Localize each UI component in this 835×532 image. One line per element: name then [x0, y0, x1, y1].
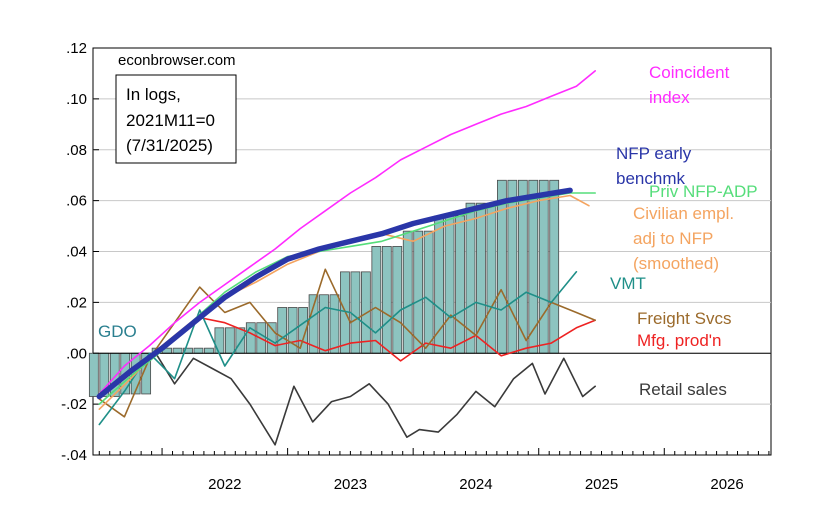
series-line-retail [155, 352, 597, 446]
series-line-freight [98, 268, 597, 418]
gdo-bar [266, 322, 277, 354]
series-lines [96, 70, 597, 446]
x-axis-tick-labels: 2022 2023 2024 2025 2026 [208, 476, 744, 493]
y-tick-label: .00 [66, 345, 87, 362]
gdo-bar [434, 215, 444, 354]
series-label-coincident: index [649, 88, 690, 107]
gdo-bar [235, 327, 246, 354]
gdo-bar [392, 246, 403, 354]
y-tick-label: .08 [66, 142, 87, 159]
note-line-3: (7/31/2025) [126, 136, 213, 155]
y-tick-label: .02 [66, 294, 87, 311]
series-label-civ: adj to NFP [633, 229, 713, 248]
y-tick-label: -.02 [61, 396, 87, 413]
y-axis-tick-labels: -.04 -.02 .00 .02 .04 .06 .08 .10 .12 [61, 40, 87, 464]
gdo-bar [486, 202, 497, 354]
gdo-bar [329, 294, 340, 354]
y-tick-label: .10 [66, 91, 87, 108]
gdo-bar [549, 179, 560, 354]
gdo-bar [381, 246, 392, 354]
x-tick-label: 2026 [710, 476, 743, 493]
y-tick-label: .12 [66, 40, 87, 57]
series-label-civ: Civilian empl. [633, 204, 734, 223]
x-tick-label: 2025 [585, 476, 618, 493]
series-label-civ: (smoothed) [633, 254, 719, 273]
note-line-2: 2021M11=0 [126, 111, 215, 130]
series-label-vmt: VMT [610, 274, 646, 293]
gdo-bar [204, 347, 214, 354]
gdo-bar [88, 352, 99, 397]
gdo-bar [224, 327, 235, 354]
series-line-coincident [98, 70, 597, 395]
gdo-bar [319, 294, 329, 354]
y-tick-label: -.04 [61, 447, 87, 464]
gdo-bar [528, 179, 539, 354]
x-axis-ticks [98, 448, 770, 455]
series-line-vmt [98, 270, 578, 426]
series-label-mfg: Mfg. prod'n [637, 331, 722, 350]
gdo-bar [538, 179, 549, 354]
gdo-bar [350, 271, 361, 354]
gdo-bar [402, 230, 413, 354]
series-line-nfp [96, 187, 573, 400]
x-tick-label: 2023 [334, 476, 367, 493]
gdo-bar [455, 215, 465, 354]
gdo-bar [193, 347, 204, 354]
gdo-bar [497, 179, 507, 354]
x-tick-label: 2024 [459, 476, 492, 493]
note-box [115, 74, 237, 164]
series-label-freight: Freight Svcs [637, 309, 731, 328]
gdo-bar [172, 347, 183, 354]
gdo-bar [413, 230, 424, 354]
gdo-bar [423, 230, 434, 354]
gdo-bar [444, 215, 455, 354]
gdo-bar [277, 307, 288, 354]
y-tick-label: .06 [66, 193, 87, 210]
gdo-bar [245, 322, 256, 354]
note-line-1: In logs, [126, 85, 181, 104]
series-label-coincident: Coincident [649, 63, 730, 82]
series-label-gdo: GDO [98, 322, 137, 341]
series-label-nfp: benchmk [616, 169, 685, 188]
source-label: econbrowser.com [118, 52, 236, 69]
y-tick-label: .04 [66, 244, 87, 261]
x-tick-label: 2022 [208, 476, 241, 493]
series-label-priv: Priv NFP-ADP [649, 182, 758, 201]
series-label-retail: Retail sales [639, 380, 727, 399]
series-label-nfp: NFP early [616, 144, 692, 163]
gdo-bar [214, 327, 225, 354]
gdo-bar [371, 246, 382, 354]
